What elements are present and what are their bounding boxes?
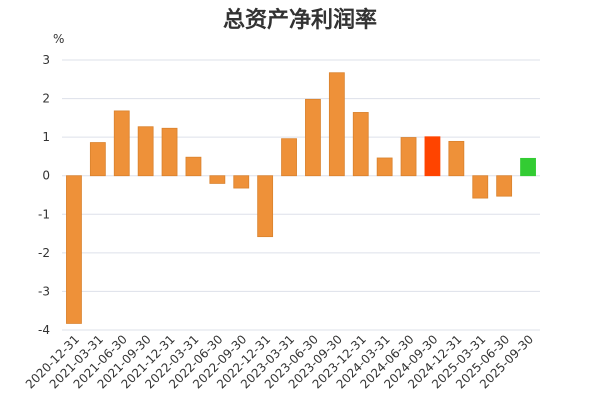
bar-2025-06-30[interactable] <box>496 175 513 197</box>
y-axis-ticks: 3 2 1 0 -1 -2 -3 -4 <box>38 53 50 337</box>
y-tick-label: 3 <box>42 53 50 67</box>
bar-2025-03-31[interactable] <box>472 175 489 199</box>
bar-2025-09-30[interactable] <box>520 157 536 177</box>
bar-2024-03-31[interactable] <box>376 157 393 177</box>
bars <box>66 72 536 324</box>
bar-2022-09-30[interactable] <box>233 175 250 189</box>
bar-2021-12-31[interactable] <box>161 127 178 177</box>
bar-2024-12-31[interactable] <box>448 140 465 177</box>
chart-title: 总资产净利润率 <box>222 8 377 33</box>
y-tick-label: -3 <box>38 284 50 298</box>
bar-2023-09-30[interactable] <box>328 72 345 177</box>
y-tick-label: 0 <box>42 169 50 183</box>
y-axis-unit-label: % <box>53 32 65 46</box>
x-axis-ticks: 2020-12-312021-03-312021-06-302021-09-30… <box>23 332 536 391</box>
bar-2024-06-30[interactable] <box>400 137 417 177</box>
grid-lines <box>62 59 540 331</box>
y-tick-label: 2 <box>42 92 50 106</box>
y-tick-label: -4 <box>38 323 50 337</box>
bar-2023-12-31[interactable] <box>352 112 369 177</box>
bar-2023-03-31[interactable] <box>281 138 297 177</box>
bar-2021-03-31[interactable] <box>89 142 106 177</box>
bar-2024-09-30[interactable] <box>424 136 441 177</box>
y-tick-label: 1 <box>42 130 50 144</box>
bar-2021-06-30[interactable] <box>113 110 130 177</box>
bar-2020-12-31[interactable] <box>66 175 82 324</box>
bar-2022-03-31[interactable] <box>185 156 202 177</box>
y-tick-label: -1 <box>38 207 50 221</box>
bar-2022-12-31[interactable] <box>257 175 274 238</box>
bar-2021-09-30[interactable] <box>137 126 154 177</box>
bar-2022-06-30[interactable] <box>209 175 226 184</box>
bar-2023-06-30[interactable] <box>305 98 321 177</box>
y-tick-label: -2 <box>38 246 50 260</box>
